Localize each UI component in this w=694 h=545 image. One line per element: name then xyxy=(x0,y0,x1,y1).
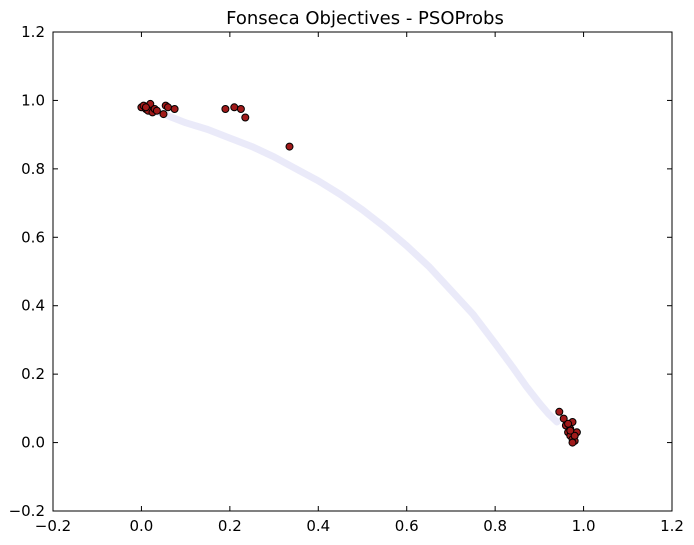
y-tick-label: 1.2 xyxy=(21,23,45,41)
scatter-point xyxy=(559,414,568,423)
scatter-point xyxy=(159,110,168,119)
x-tick-label: 0.4 xyxy=(306,517,330,535)
y-tick-label: 0.4 xyxy=(21,297,45,315)
y-tick-label: 0.8 xyxy=(21,160,45,178)
scatter-point xyxy=(236,105,245,113)
ticks-layer: −0.2 0.0 0.2 0.4 0.6 0.8 1.0 1.2 −0.2 0.0 0.2 0.4 0.… xyxy=(9,23,684,535)
scatter-point xyxy=(221,105,230,113)
scatter-point xyxy=(570,431,579,440)
scatter-point xyxy=(152,106,161,115)
y-tick-label: −0.2 xyxy=(9,502,45,520)
y-tick-label: 0.0 xyxy=(21,434,45,452)
plot-frame xyxy=(52,31,673,512)
x-tick-label: 1.0 xyxy=(572,517,596,535)
scatter-point xyxy=(568,438,577,447)
x-tick-label: 0.8 xyxy=(483,517,507,535)
scatter-point xyxy=(564,419,573,428)
pareto-front-line xyxy=(146,105,561,426)
scatter-point xyxy=(170,105,179,113)
scatter-point xyxy=(566,426,575,435)
pareto-front-layer xyxy=(146,105,561,426)
x-tick-label: 0.0 xyxy=(129,517,153,535)
points-layer xyxy=(137,99,581,447)
scatter-point xyxy=(285,142,294,151)
x-tick-label: 1.2 xyxy=(660,517,684,535)
x-tick-label: −0.2 xyxy=(35,517,71,535)
x-tick-label: 0.2 xyxy=(218,517,242,535)
x-tick-label: 0.6 xyxy=(395,517,419,535)
y-tick-label: 0.6 xyxy=(21,228,45,246)
scatter-point xyxy=(241,113,250,122)
scatter-point xyxy=(164,103,172,112)
scatter-point xyxy=(555,407,564,416)
y-tick-label: 1.0 xyxy=(21,91,45,109)
y-tick-label: 0.2 xyxy=(21,365,45,383)
scatter-point xyxy=(141,103,150,112)
chart-title: Fonseca Objectives - PSOProbs xyxy=(226,8,504,29)
scatter-point xyxy=(230,103,239,112)
